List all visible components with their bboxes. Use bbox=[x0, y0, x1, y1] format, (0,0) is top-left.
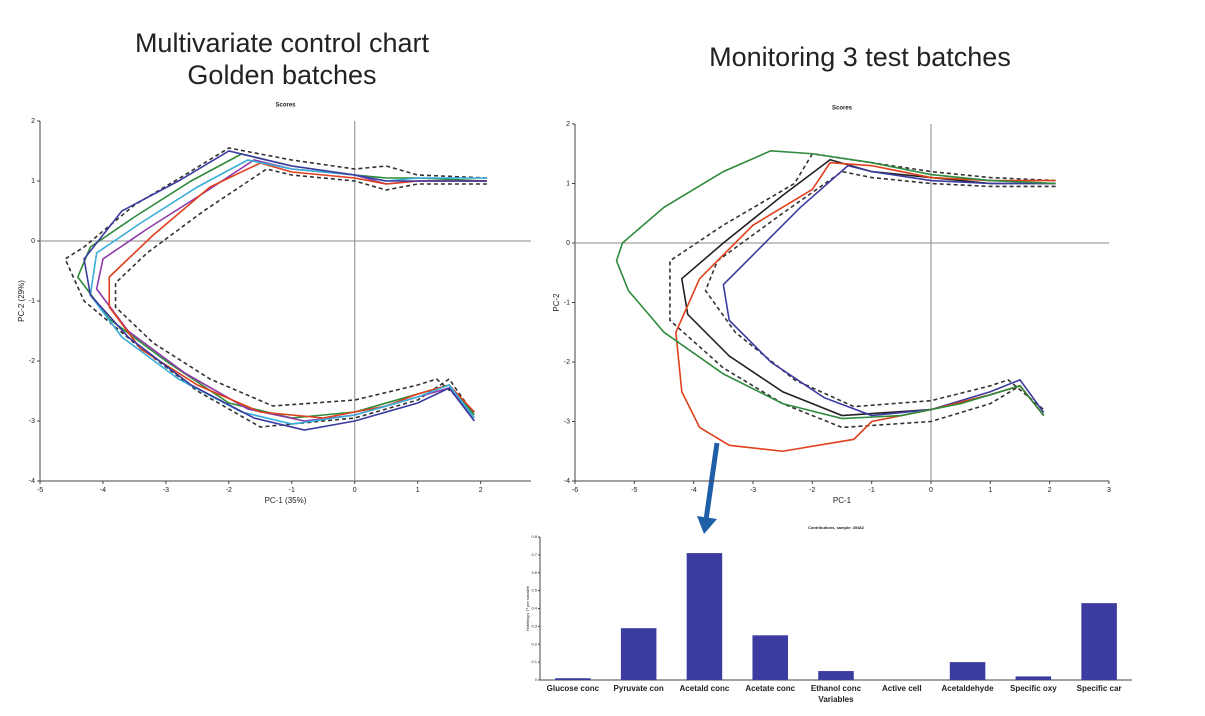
x-tick-label: 0 bbox=[929, 487, 933, 494]
y-tick-label: 0.3 bbox=[531, 623, 537, 628]
trajectory bbox=[108, 162, 487, 419]
trajectory bbox=[83, 150, 487, 431]
x-tick-label: 1 bbox=[416, 487, 420, 494]
trajectory bbox=[704, 170, 1056, 411]
x-tick-label: Acetaldehyde bbox=[942, 684, 995, 693]
heading: Golden batches bbox=[187, 60, 376, 90]
heading: Monitoring 3 test batches bbox=[709, 42, 1011, 72]
trajectory bbox=[615, 149, 1056, 420]
y-tick-label: 0.2 bbox=[531, 641, 537, 646]
x-tick-label: 1 bbox=[988, 487, 992, 494]
arrow-head bbox=[697, 516, 717, 534]
x-tick-label: -3 bbox=[163, 487, 169, 494]
chart-title: Contributions, sample: 35482 bbox=[808, 525, 865, 530]
trajectory bbox=[722, 164, 1056, 417]
trajectory bbox=[669, 152, 1056, 429]
y-tick-label: 1 bbox=[31, 178, 35, 185]
x-tick-label: 3 bbox=[1107, 487, 1111, 494]
y-tick-label: -4 bbox=[564, 478, 570, 485]
y-tick-label: 0 bbox=[31, 238, 35, 245]
y-tick-label: -3 bbox=[29, 418, 35, 425]
trajectory bbox=[64, 147, 487, 428]
y-tick-label: 0 bbox=[535, 677, 538, 682]
x-tick-label: Ethanol conc bbox=[811, 684, 862, 693]
y-tick-label: -3 bbox=[564, 418, 570, 425]
chart-title: Scores bbox=[275, 103, 296, 109]
y-tick-label: -1 bbox=[29, 298, 35, 305]
bar bbox=[1015, 676, 1052, 680]
x-tick-label: -6 bbox=[572, 487, 578, 494]
x-tick-label: -1 bbox=[869, 487, 875, 494]
bar bbox=[555, 678, 591, 680]
x-tick-label: -4 bbox=[100, 487, 106, 494]
y-tick-label: 2 bbox=[31, 118, 35, 125]
x-tick-label: -2 bbox=[809, 487, 815, 494]
y-tick-label: 0.4 bbox=[531, 606, 537, 611]
x-axis-label: PC-1 bbox=[833, 496, 852, 505]
x-tick-label: -4 bbox=[691, 487, 697, 494]
chart-title: Scores bbox=[832, 106, 853, 112]
bar bbox=[818, 671, 854, 680]
x-tick-label: Pyruvate con bbox=[614, 684, 664, 693]
x-tick-label: -5 bbox=[631, 487, 637, 494]
bar bbox=[1081, 603, 1117, 680]
x-tick-label: 0 bbox=[353, 487, 357, 494]
x-tick-label: Acetald conc bbox=[680, 684, 730, 693]
x-tick-label: 2 bbox=[479, 487, 483, 494]
bar bbox=[752, 635, 788, 680]
y-axis-label: PC-2 bbox=[552, 293, 561, 312]
y-tick-label: 2 bbox=[566, 121, 570, 128]
y-tick-label: 0.8 bbox=[531, 534, 537, 539]
y-tick-label: 0.5 bbox=[531, 588, 537, 593]
trajectory bbox=[95, 159, 487, 422]
y-tick-label: -4 bbox=[29, 478, 35, 485]
y-tick-label: 0.6 bbox=[531, 570, 537, 575]
x-tick-label: -5 bbox=[37, 487, 43, 494]
x-tick-label: Glucose conc bbox=[547, 684, 600, 693]
y-tick-label: -2 bbox=[29, 358, 35, 365]
x-tick-label: Specific oxy bbox=[1010, 684, 1057, 693]
x-tick-label: Acetate conc bbox=[745, 684, 795, 693]
x-tick-label: Active cell bbox=[882, 684, 922, 693]
y-tick-label: -1 bbox=[564, 299, 570, 306]
y-tick-label: 0.1 bbox=[531, 659, 537, 664]
y-axis-label: Hotelling's T² per variable bbox=[525, 585, 530, 631]
heading: Multivariate control chart bbox=[135, 28, 430, 58]
trajectory bbox=[76, 153, 487, 419]
y-tick-label: -2 bbox=[564, 359, 570, 366]
x-tick-label: -1 bbox=[289, 487, 295, 494]
bar bbox=[949, 662, 986, 680]
trajectory bbox=[114, 168, 487, 413]
y-tick-label: 0 bbox=[566, 240, 570, 247]
x-tick-label: -3 bbox=[750, 487, 756, 494]
y-tick-label: 0.7 bbox=[531, 552, 537, 557]
x-axis-label: Variables bbox=[818, 695, 854, 704]
y-tick-label: 1 bbox=[566, 180, 570, 187]
y-axis-label: PC-2 (29%) bbox=[17, 280, 26, 322]
bar bbox=[686, 553, 723, 680]
x-tick-label: Specific car bbox=[1077, 684, 1122, 693]
trajectory bbox=[675, 161, 1056, 453]
trajectory bbox=[89, 159, 487, 425]
x-tick-label: 2 bbox=[1048, 487, 1052, 494]
x-tick-label: -2 bbox=[226, 487, 232, 494]
bar bbox=[620, 628, 657, 680]
x-axis-label: PC-1 (35%) bbox=[265, 496, 307, 505]
